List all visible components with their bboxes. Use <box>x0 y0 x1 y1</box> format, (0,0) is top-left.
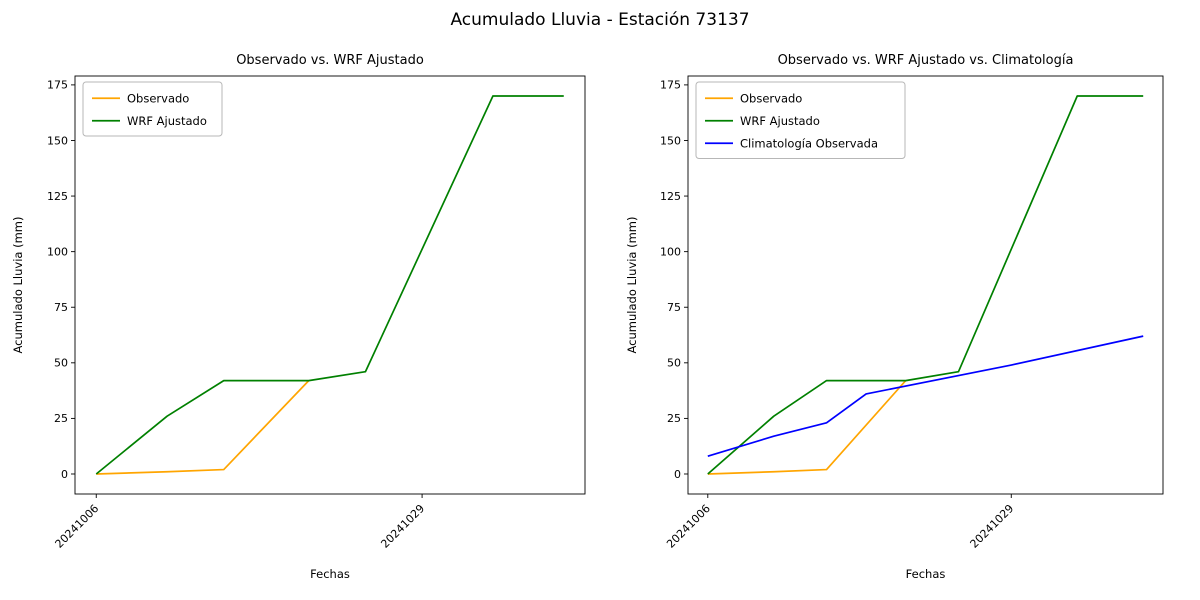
x-tick-label: 20241006 <box>664 502 713 551</box>
y-tick-label: 75 <box>667 301 681 314</box>
legend-label: WRF Ajustado <box>740 114 820 128</box>
y-tick-label: 0 <box>674 468 681 481</box>
legend-label: Observado <box>740 91 802 105</box>
x-axis-label: Fechas <box>310 567 350 581</box>
y-tick-label: 50 <box>667 357 681 370</box>
axes-frame <box>687 75 1164 495</box>
y-tick-label: 100 <box>47 245 68 258</box>
y-tick-label: 150 <box>660 134 681 147</box>
series-line-observado <box>96 380 310 475</box>
legend-box <box>695 81 906 159</box>
y-axis-label: Acumulado Lluvia (mm) <box>625 217 639 354</box>
series-line-climatología-observada <box>707 335 1144 458</box>
legend-box <box>82 81 223 137</box>
series-line-wrf-ajustado <box>707 95 1144 475</box>
axes-frame <box>74 75 586 495</box>
y-axis-label: Acumulado Lluvia (mm) <box>11 217 25 354</box>
y-tick-label: 150 <box>47 134 68 147</box>
y-tick-label: 125 <box>47 190 68 203</box>
y-tick-label: 0 <box>61 468 68 481</box>
legend-label: Climatología Observada <box>740 136 878 150</box>
subplot-title: Observado vs. WRF Ajustado <box>236 53 424 68</box>
chart-observado-vs-wrf-vs-climatologia: Observado vs. WRF Ajustado vs. Climatolo… <box>625 53 1164 581</box>
y-tick-label: 25 <box>667 412 681 425</box>
y-tick-label: 25 <box>54 412 68 425</box>
series-line-observado <box>707 380 907 475</box>
series-line-wrf-ajustado <box>95 95 564 475</box>
y-tick-label: 175 <box>660 79 681 92</box>
x-tick-label: 20241029 <box>968 502 1017 551</box>
y-tick-label: 50 <box>54 357 68 370</box>
legend-label: WRF Ajustado <box>127 114 207 128</box>
legend-label: Observado <box>127 91 189 105</box>
y-tick-label: 175 <box>47 79 68 92</box>
x-tick-label: 20241029 <box>378 502 427 551</box>
y-tick-label: 125 <box>660 190 681 203</box>
subplot-title: Observado vs. WRF Ajustado vs. Climatolo… <box>778 53 1074 68</box>
y-tick-label: 100 <box>660 245 681 258</box>
chart-observado-vs-wrf: Observado vs. WRF Ajustado 0 25 50 75 100 125 1… <box>11 53 586 581</box>
x-tick-label: 20241006 <box>53 502 102 551</box>
y-tick-label: 75 <box>54 301 68 314</box>
x-axis-label: Fechas <box>906 567 946 581</box>
figure-title: Acumulado Lluvia - Estación 73137 <box>450 10 750 30</box>
